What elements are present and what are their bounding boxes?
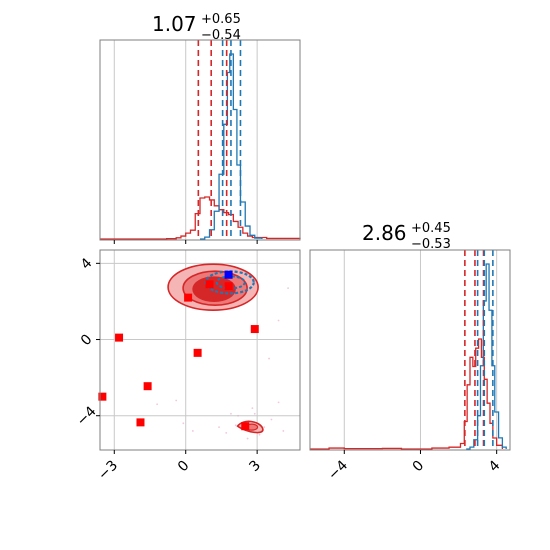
tick-label-h2-2: 4: [486, 457, 504, 475]
tick-label-jx-0: −3: [95, 458, 121, 484]
red-point-6: [205, 280, 214, 289]
tick-label-jx-1: 0: [175, 458, 193, 476]
faint-sample-7: [246, 437, 249, 440]
title-1-upper: +0.65: [201, 12, 241, 27]
red-point-0: [98, 392, 107, 401]
title-2-value: 2.86: [362, 221, 407, 245]
marginal-histogram-param-2: 2.86 +0.45 −0.53 −4 0 4: [309, 221, 511, 483]
red-point-7: [224, 282, 233, 291]
hist-1-series-blue: [200, 53, 263, 240]
faint-sample-3: [237, 414, 239, 417]
hist-2-series-red: [310, 338, 504, 450]
faint-sample-19: [156, 403, 159, 406]
faint-sample-15: [182, 422, 185, 425]
blue-point-0: [224, 270, 233, 279]
red-point-5: [193, 348, 202, 357]
tick-label-h2-1: 0: [410, 458, 428, 476]
title-2-lower: −0.53: [411, 237, 451, 252]
tick-label-jy-1: 0: [78, 331, 96, 349]
faint-sample-16: [268, 357, 270, 360]
red-point-9: [250, 325, 259, 334]
faint-sample-11: [234, 424, 237, 427]
faint-sample-2: [230, 412, 232, 415]
tick-label-jx-2: 3: [246, 458, 264, 476]
faint-sample-12: [218, 426, 220, 429]
faint-sample-10: [282, 430, 285, 432]
hist-2-frame: [309, 249, 511, 451]
hist-1-series-red: [100, 196, 301, 240]
faint-sample-13: [251, 407, 254, 409]
red-point-8: [241, 422, 250, 431]
red-point-4: [184, 293, 193, 302]
faint-sample-17: [277, 319, 280, 322]
faint-sample-8: [225, 431, 228, 434]
faint-sample-0: [175, 399, 178, 402]
faint-sample-14: [258, 433, 261, 436]
tick-label-h2-0: −4: [325, 457, 351, 483]
hist-2-series-blue: [466, 263, 507, 450]
faint-sample-9: [277, 401, 280, 404]
faint-sample-18: [287, 287, 289, 289]
faint-sample-4: [253, 412, 256, 415]
title-1-value: 1.07: [152, 12, 197, 36]
red-point-2: [136, 418, 145, 427]
tick-label-jy-2: 4: [78, 255, 96, 273]
faint-sample-5: [263, 426, 266, 429]
red-point-1: [115, 333, 124, 342]
title-2-upper: +0.45: [411, 221, 451, 236]
red-point-3: [143, 382, 152, 391]
hist-1-frame: [99, 39, 301, 241]
title-1-lower: −0.54: [201, 28, 241, 43]
faint-sample-6: [270, 418, 273, 421]
joint-scatter-contour: −3 0 3 −4 0 4: [74, 249, 301, 484]
faint-sample-1: [191, 430, 194, 432]
marginal-histogram-param-1: 1.07 +0.65 −0.54: [99, 12, 301, 244]
tick-label-jy-0: −4: [74, 403, 100, 429]
joint-frame: [99, 249, 301, 451]
